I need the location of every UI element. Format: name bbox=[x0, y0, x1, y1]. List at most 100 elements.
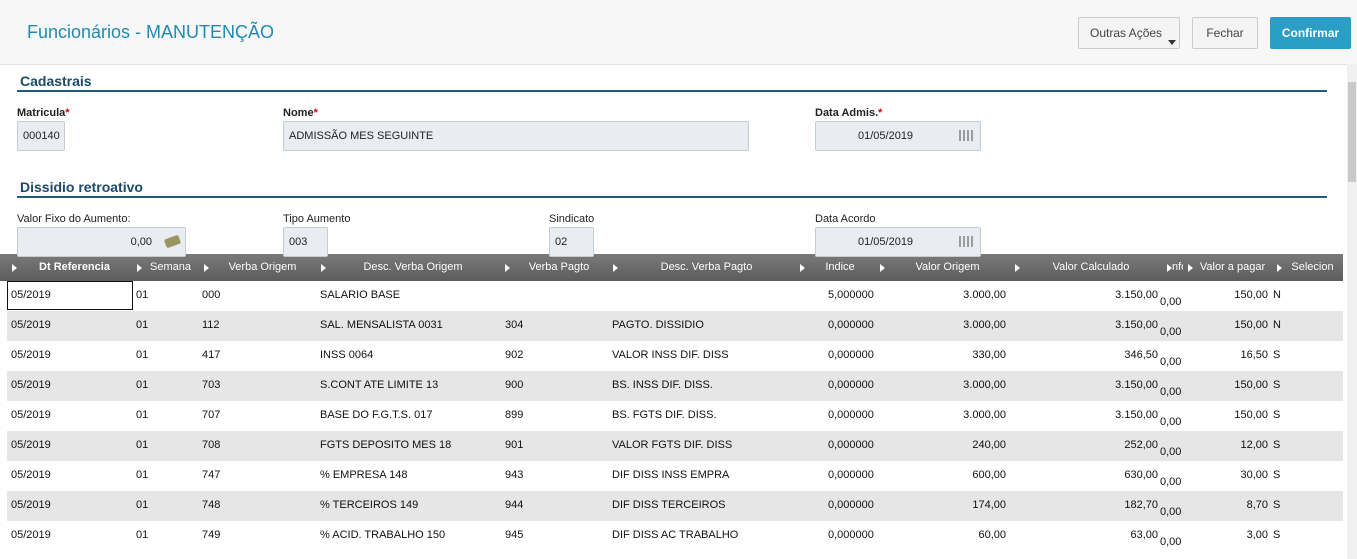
field-label: Sindicato bbox=[549, 213, 595, 225]
table-cell: 944 bbox=[505, 499, 524, 511]
table-cell: 3.150,00 bbox=[1115, 289, 1158, 301]
column-header[interactable]: Selecion bbox=[1291, 261, 1334, 273]
table-cell: 900 bbox=[505, 379, 524, 391]
table-cell: 0,00 bbox=[1160, 506, 1182, 518]
section-rule bbox=[17, 196, 1327, 198]
table-cell: 150,00 bbox=[1234, 379, 1268, 391]
table-cell: % EMPRESA 148 bbox=[320, 469, 408, 481]
table-cell: 150,00 bbox=[1234, 289, 1268, 301]
table-cell: S.CONT ATE LIMITE 13 bbox=[320, 379, 439, 391]
table-row[interactable] bbox=[7, 431, 1343, 461]
column-header[interactable]: Verba Origem bbox=[228, 261, 297, 273]
page-title: Funcionários - MANUTENÇÃO bbox=[27, 22, 275, 42]
table-cell: 01 bbox=[136, 499, 149, 511]
column-header[interactable]: Verba Pagto bbox=[528, 261, 590, 273]
table-cell: INSS 0064 bbox=[320, 349, 374, 361]
column-header[interactable]: Valor Calculado bbox=[1052, 261, 1130, 273]
table-row[interactable] bbox=[7, 341, 1343, 371]
table-cell: 240,00 bbox=[972, 439, 1006, 451]
column-arrow bbox=[204, 264, 209, 272]
table-row[interactable] bbox=[7, 311, 1343, 341]
button[interactable]: Confirmar bbox=[1270, 17, 1351, 49]
table-cell: 747 bbox=[202, 469, 221, 481]
table-cell: 330,00 bbox=[972, 349, 1006, 361]
table-cell: VALOR INSS DIF. DISS bbox=[612, 349, 729, 361]
column-arrow bbox=[1167, 264, 1172, 272]
column-arrow bbox=[800, 264, 805, 272]
column-arrow bbox=[321, 264, 326, 272]
table-cell: 0,000000 bbox=[828, 319, 874, 331]
table-cell: 0,00 bbox=[1160, 446, 1182, 458]
text-input[interactable]: 000140 bbox=[17, 121, 65, 151]
table-cell: 01 bbox=[136, 289, 149, 301]
table-cell: 3.000,00 bbox=[963, 289, 1006, 301]
text-input[interactable]: 01/05/2019 bbox=[815, 227, 981, 257]
table-cell: 0,000000 bbox=[828, 439, 874, 451]
table-cell: 707 bbox=[202, 409, 221, 421]
column-arrow bbox=[1277, 264, 1282, 272]
table-row[interactable] bbox=[7, 371, 1343, 401]
text-input[interactable]: 01/05/2019 bbox=[815, 121, 981, 151]
table-cell: DIF DISS AC TRABALHO bbox=[612, 529, 739, 541]
table-cell: 703 bbox=[202, 379, 221, 391]
table-cell: N bbox=[1273, 319, 1281, 331]
table-cell: S bbox=[1273, 499, 1281, 511]
table-cell: S bbox=[1273, 439, 1281, 451]
table-cell: 252,00 bbox=[1124, 439, 1158, 451]
table-cell: 0,00 bbox=[1160, 386, 1182, 398]
table-cell: 60,00 bbox=[978, 529, 1006, 541]
table-cell: 3,00 bbox=[1246, 529, 1268, 541]
table-cell: 05/2019 bbox=[11, 409, 51, 421]
column-header[interactable]: Valor Origem bbox=[915, 261, 980, 273]
section-rule bbox=[17, 90, 1327, 92]
text-input[interactable]: ADMISSÃO MES SEGUINTE bbox=[283, 121, 749, 151]
button[interactable]: Fechar bbox=[1192, 17, 1258, 49]
table-cell: 899 bbox=[505, 409, 524, 421]
table-cell: 174,00 bbox=[972, 499, 1006, 511]
column-header[interactable]: Valor a pagar bbox=[1199, 261, 1266, 273]
column-header[interactable]: Semana bbox=[150, 261, 191, 273]
calendar-icon[interactable] bbox=[959, 236, 973, 247]
table-cell: PAGTO. DISSIDIO bbox=[612, 319, 704, 331]
table-cell: 0,00 bbox=[1160, 296, 1182, 308]
table-cell: 417 bbox=[202, 349, 221, 361]
table-cell: 304 bbox=[505, 319, 524, 331]
table-cell: 0,000000 bbox=[828, 499, 874, 511]
button[interactable]: Outras Ações bbox=[1078, 17, 1180, 49]
field-label: Tipo Aumento bbox=[283, 213, 351, 225]
column-header[interactable]: nfo bbox=[1172, 261, 1183, 273]
table-cell: 0,00 bbox=[1160, 416, 1182, 428]
table-cell: 01 bbox=[136, 349, 149, 361]
table-cell: BS. FGTS DIF. DISS. bbox=[612, 409, 717, 421]
column-arrow bbox=[12, 264, 17, 272]
table-cell: SALARIO BASE bbox=[320, 289, 401, 301]
table-cell: VALOR FGTS DIF. DISS bbox=[612, 439, 733, 451]
table-cell: 749 bbox=[202, 529, 221, 541]
focus-cell bbox=[7, 281, 133, 310]
table-cell: 0,00 bbox=[1160, 536, 1182, 548]
table-cell: DIF DISS TERCEIROS bbox=[612, 499, 726, 511]
table-cell: 0,00 bbox=[1160, 326, 1182, 338]
scrollbar[interactable] bbox=[1347, 64, 1357, 559]
field-label: Data Admis.* bbox=[815, 107, 883, 119]
column-header[interactable]: Indice bbox=[825, 261, 855, 273]
table-row[interactable] bbox=[7, 461, 1343, 491]
column-header[interactable]: Dt Referencia bbox=[39, 261, 110, 273]
required-mark: * bbox=[65, 107, 70, 119]
scroll-thumb[interactable] bbox=[1348, 82, 1356, 182]
table-row[interactable] bbox=[7, 281, 1343, 311]
text-input[interactable]: 0,00 bbox=[17, 227, 186, 257]
column-header[interactable]: Desc. Verba Origem bbox=[363, 261, 463, 273]
column-header[interactable]: Desc. Verba Pagto bbox=[660, 261, 753, 273]
table-cell: 01 bbox=[136, 439, 149, 451]
text-input[interactable]: 02 bbox=[549, 227, 594, 257]
text-input[interactable]: 003 bbox=[283, 227, 328, 257]
table-cell: 0,000000 bbox=[828, 379, 874, 391]
table-row[interactable] bbox=[7, 521, 1343, 551]
column-arrow bbox=[1188, 264, 1193, 272]
calendar-icon[interactable] bbox=[959, 130, 973, 141]
table-row[interactable] bbox=[7, 401, 1343, 431]
table-cell: 01 bbox=[136, 529, 149, 541]
table-row[interactable] bbox=[7, 491, 1343, 521]
table-cell: 150,00 bbox=[1234, 409, 1268, 421]
